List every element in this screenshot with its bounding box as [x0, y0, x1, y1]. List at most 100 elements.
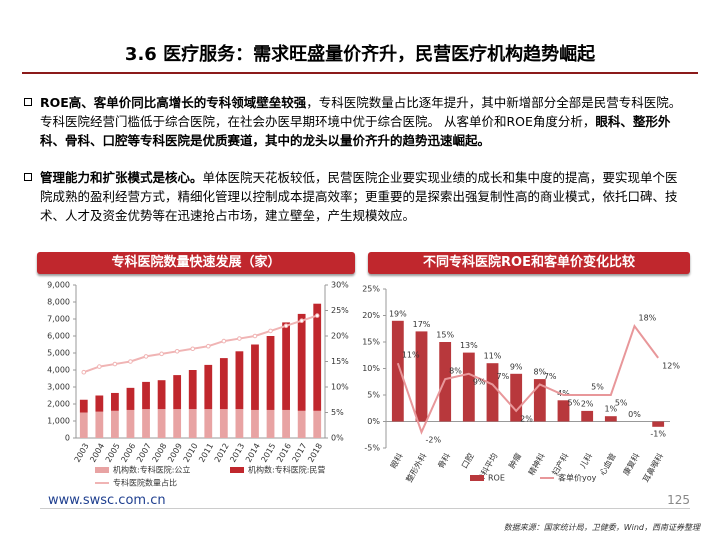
x-tick-label: 2018: [306, 442, 324, 464]
line-marker: [252, 333, 258, 339]
x-tick-label: 2017: [291, 442, 309, 464]
legend-label: 机构数:专科医院:公立: [113, 465, 190, 475]
x-tick-label: 精神科: [526, 451, 547, 477]
bullet-text: 管理能力和扩张模式是核心。: [40, 170, 203, 185]
legend-label: ROE: [488, 474, 505, 483]
data-label: 9%: [473, 377, 486, 386]
y2-tick-label: 25%: [331, 306, 349, 315]
x-tick-label: 2016: [275, 442, 293, 464]
data-label: 2%: [520, 414, 533, 423]
x-tick-label: 康复科: [621, 451, 642, 477]
chart-banner: 不同专科医院ROE和客单价变化比较: [368, 252, 690, 274]
bar: [282, 322, 290, 410]
bar: [219, 358, 228, 410]
data-label: 5%: [615, 399, 628, 408]
x-tick-label: 2011: [197, 442, 215, 464]
bar: [266, 336, 275, 410]
website[interactable]: www.swsc.com.cn: [48, 493, 166, 508]
legend-swatch: [95, 467, 109, 473]
x-tick-label: 2006: [119, 442, 137, 464]
bullet-text: 单体医院天花板较低，民营医院企业要实现业绩的成长和集中度的提高，要实现单个医院成…: [40, 170, 678, 223]
data-label: 4%: [557, 389, 570, 398]
bullet: ROE高、客单价同比高增长的专科领域壁垒较强，专科医院数量占比逐年提升，其中新增…: [24, 93, 690, 150]
bar: [652, 421, 665, 427]
y-tick-label: 5,000: [47, 349, 70, 358]
data-label: 7%: [497, 372, 510, 381]
bar: [235, 351, 244, 410]
legend-label: 机构数:专科医院:民营: [248, 465, 325, 475]
line-series: [396, 323, 659, 435]
bar: [462, 352, 475, 422]
bar: [188, 409, 197, 438]
bar: [486, 363, 499, 422]
y-tick-label: 10%: [362, 364, 380, 373]
line-marker: [205, 343, 211, 349]
data-label: 13%: [460, 341, 478, 350]
bullet-text: 眼科、整形外科、骨科、口腔等专科医院是优质赛道，其中的龙头以量价齐升的趋势迅速崛…: [40, 114, 671, 148]
y-tick-label: 2,000: [47, 400, 70, 409]
bar: [157, 409, 166, 438]
title-rule: [22, 72, 698, 74]
data-label: 7%: [544, 372, 557, 381]
line-marker: [299, 318, 304, 324]
bar: [282, 409, 290, 438]
bar: [111, 392, 119, 411]
y2-tick-label: 0%: [331, 434, 344, 443]
data-label: 5%: [568, 399, 581, 408]
bullet-marker: [24, 173, 32, 181]
x-tick-label: 眼科: [388, 451, 405, 470]
x-tick-label: 2007: [135, 442, 153, 464]
bar: [251, 344, 259, 410]
y-tick-label: 8,000: [47, 298, 70, 307]
x-tick-label: 2014: [244, 442, 262, 464]
y-tick-label: 0: [65, 434, 70, 443]
x-tick-label: 整形外科: [404, 451, 429, 484]
bar: [391, 320, 404, 422]
line-marker: [81, 369, 87, 375]
x-tick-label: 心血管: [597, 451, 618, 477]
x-tick-label: 骨科: [435, 451, 452, 470]
bar: [142, 409, 150, 438]
chart-banner: 专科医院数量快速发展（家）: [37, 252, 355, 274]
bar: [313, 303, 322, 411]
bar: [439, 342, 452, 422]
y2-tick-label: 5%: [331, 408, 344, 417]
bar: [313, 410, 322, 438]
data-label: 8%: [449, 367, 462, 376]
y-tick-label: 6,000: [47, 332, 70, 341]
x-tick-label: 2010: [182, 442, 200, 464]
line-marker: [221, 338, 227, 344]
line-series: [83, 314, 318, 374]
bar: [188, 370, 197, 410]
x-tick-label: 肿瘤: [506, 451, 523, 470]
x-tick-label: 2003: [73, 442, 91, 464]
data-label: 19%: [389, 309, 407, 318]
y-tick-label: -5%: [364, 444, 380, 453]
bar: [95, 411, 104, 438]
bar: [510, 373, 523, 422]
data-label: 17%: [413, 320, 431, 329]
data-label: 9%: [510, 362, 523, 371]
x-tick-label: 2005: [104, 442, 122, 464]
legend-label: 专科医院数量占比: [113, 478, 177, 488]
bar: [79, 412, 88, 438]
data-label: 2%: [581, 399, 594, 408]
line-marker: [314, 313, 320, 318]
y-tick-label: 15%: [362, 338, 380, 347]
page-number: 125: [667, 493, 690, 507]
footer-rule: [40, 508, 690, 509]
x-tick-label: 儿科: [577, 451, 594, 470]
line-marker: [128, 359, 133, 364]
bar: [251, 409, 259, 438]
y-tick-label: 4,000: [47, 366, 70, 375]
bullet-text: ROE高、客单价同比高增长的专科领域壁垒较强: [40, 95, 307, 110]
bar: [219, 409, 228, 438]
y-tick-label: 1,000: [47, 417, 70, 426]
line-marker: [112, 361, 118, 367]
legend-swatch: [230, 467, 244, 473]
data-label: 1%: [604, 405, 617, 414]
bullet-marker: [24, 98, 32, 106]
bar: [79, 399, 88, 413]
x-tick-label: 2012: [213, 442, 231, 464]
legend-swatch: [470, 475, 484, 481]
